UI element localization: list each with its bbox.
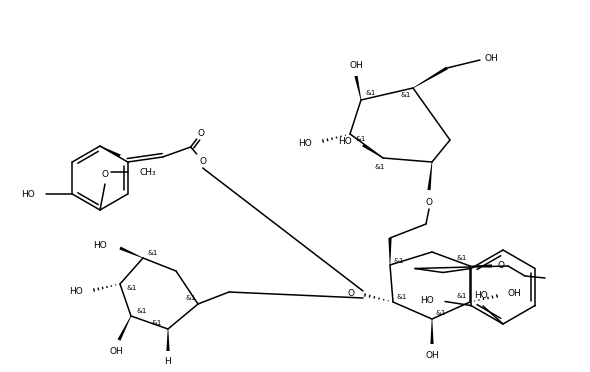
- Text: HO: HO: [69, 288, 83, 296]
- Polygon shape: [362, 144, 383, 158]
- Polygon shape: [413, 67, 448, 88]
- Polygon shape: [388, 238, 392, 265]
- Text: &1: &1: [366, 90, 376, 96]
- Text: OH: OH: [349, 61, 363, 70]
- Polygon shape: [117, 316, 131, 341]
- Text: &1: &1: [375, 164, 385, 170]
- Polygon shape: [470, 264, 492, 267]
- Text: O: O: [497, 262, 504, 270]
- Polygon shape: [119, 247, 143, 258]
- Text: O: O: [199, 157, 206, 166]
- Text: O: O: [197, 128, 204, 138]
- Text: OH: OH: [425, 350, 439, 359]
- Text: HO: HO: [299, 138, 312, 148]
- Text: OH: OH: [109, 346, 123, 356]
- Polygon shape: [355, 76, 361, 100]
- Text: O: O: [348, 289, 355, 298]
- Text: H: H: [165, 357, 171, 366]
- Text: &1: &1: [436, 310, 446, 316]
- Text: O: O: [425, 198, 432, 206]
- Text: &1: &1: [457, 255, 467, 261]
- Text: HO: HO: [22, 189, 35, 199]
- Polygon shape: [100, 146, 121, 157]
- Text: &1: &1: [148, 250, 158, 256]
- Text: &1: &1: [137, 308, 147, 314]
- Text: HO: HO: [338, 137, 352, 145]
- Text: OH: OH: [484, 54, 498, 62]
- Text: O: O: [101, 170, 109, 179]
- Text: &1: &1: [127, 285, 137, 291]
- Text: HO: HO: [474, 291, 488, 299]
- Text: &1: &1: [152, 320, 162, 326]
- Text: HO: HO: [420, 296, 434, 305]
- Text: &1: &1: [356, 136, 366, 142]
- Text: CH₃: CH₃: [140, 167, 156, 176]
- Text: &1: &1: [186, 295, 196, 301]
- Text: &1: &1: [457, 293, 467, 299]
- Text: &1: &1: [397, 294, 407, 300]
- Polygon shape: [430, 319, 434, 344]
- Polygon shape: [427, 162, 432, 190]
- Text: OH: OH: [508, 289, 522, 298]
- Text: &1: &1: [394, 258, 404, 264]
- Text: HO: HO: [93, 241, 107, 250]
- Polygon shape: [166, 329, 169, 351]
- Text: &1: &1: [401, 92, 411, 98]
